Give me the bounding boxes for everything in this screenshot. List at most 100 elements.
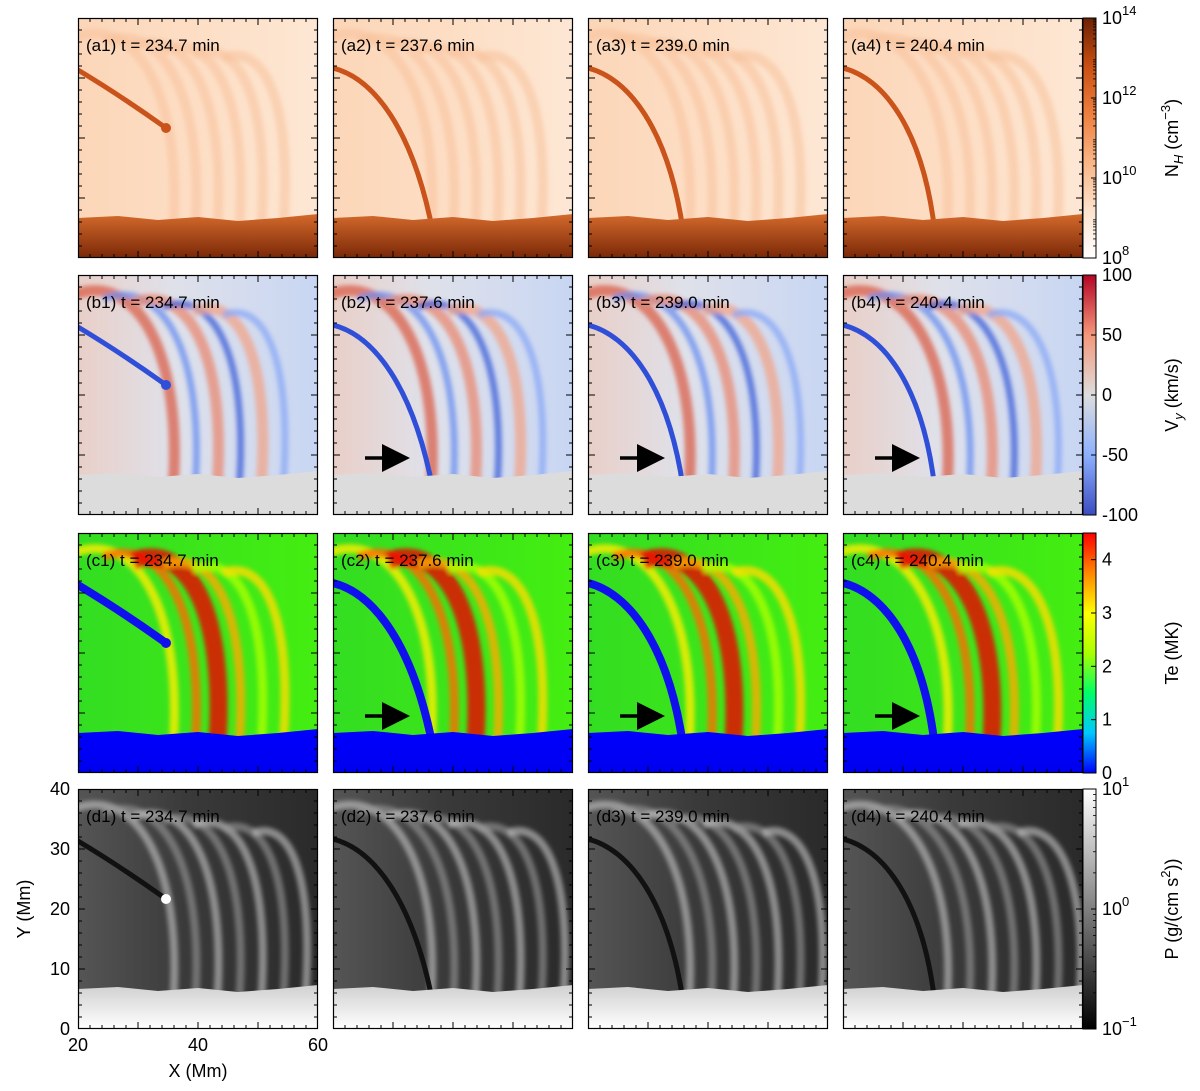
blob-head: [161, 123, 171, 133]
chromosphere-layer: [333, 471, 573, 515]
panel-d3: (d3) t = 239.0 min: [587, 788, 829, 1030]
y-tick-label: 20: [50, 899, 70, 919]
loop-strands: [588, 28, 806, 234]
chromosphere-layer: [333, 985, 573, 1029]
colorbar-d: 101 100 10−1 P (g/(cm s2)): [1082, 774, 1182, 1039]
colorbar-title: P (g/(cm s2)): [1158, 859, 1182, 960]
colorbar-tick-label: 1012: [1102, 83, 1137, 108]
colorbar-tick-label: 2: [1102, 656, 1112, 676]
panel-label: (c4) t = 240.4 min: [851, 551, 984, 570]
x-tick-label: 60: [308, 1035, 328, 1055]
loop-strands: [588, 285, 805, 491]
loop-strands: [843, 800, 1083, 1005]
chromosphere-layer: [843, 985, 1083, 1029]
loop-strands: [843, 28, 1064, 234]
colorbar-tick-label: 0: [1102, 763, 1112, 783]
condensation-strand: [843, 322, 938, 493]
chromosphere-layer: [333, 214, 573, 258]
panel-d1: (d1) t = 234.7 min: [77, 788, 319, 1030]
chromosphere-layer: [333, 729, 573, 773]
condensation-strand: [333, 322, 436, 493]
y-tick-label: 40: [50, 779, 70, 799]
chromosphere-layer: [78, 471, 318, 515]
colorbar-tick-label: 10−1: [1102, 1014, 1137, 1039]
colorbar-tick-label: 1: [1102, 710, 1112, 730]
chromosphere-layer: [843, 729, 1083, 773]
colorbar-title: NH (cm−3): [1158, 99, 1186, 177]
colorbar-gradient: [1082, 17, 1097, 259]
loop-strands: [78, 28, 290, 234]
chromosphere-layer: [588, 729, 828, 773]
colorbar-a: 108 1010 1012 1014 NH (cm−3): [1082, 3, 1186, 268]
panel-d4: (d4) t = 240.4 min: [842, 788, 1084, 1030]
y-tick-label: 30: [50, 839, 70, 859]
colorbar-tick-label: -50: [1102, 445, 1128, 465]
colorbar-tick-label: 108: [1102, 243, 1129, 268]
panel-b4: (b4) t = 240.4 min: [842, 274, 1084, 516]
colorbar-tick-label: 4: [1102, 550, 1112, 570]
panel-label: (b1) t = 234.7 min: [86, 293, 220, 312]
panel-a3: (a3) t = 239.0 min: [587, 17, 829, 259]
colorbar-tick-label: 101: [1102, 774, 1129, 799]
loop-strands: [78, 544, 290, 749]
colorbar-b: 100 50 0 -50 -100 Vy (km/s): [1082, 265, 1186, 525]
panel-c1: (c1) t = 234.7 min: [77, 532, 319, 774]
panel-a1: (a1) t = 234.7 min: [77, 17, 319, 259]
panel-c2: (c2) t = 237.6 min: [332, 532, 574, 774]
loop-strands: [333, 28, 548, 234]
chromosphere-layer: [843, 471, 1083, 515]
loop-strands: [843, 285, 1063, 491]
condensation-strand: [333, 65, 436, 236]
x-axis-title: X (Mm): [169, 1061, 228, 1081]
panel-b3: (b3) t = 239.0 min: [587, 274, 829, 516]
panel-label: (d1) t = 234.7 min: [86, 807, 220, 826]
loop-strands: [333, 800, 569, 1005]
x-tick-label: 40: [188, 1035, 208, 1055]
condensation-strand: [843, 65, 938, 236]
colorbar-tick-label: 0: [1102, 385, 1112, 405]
panel-d2: (d2) t = 237.6 min: [332, 788, 574, 1030]
panel-label: (c3) t = 239.0 min: [596, 551, 729, 570]
colorbar-title: Vy (km/s): [1162, 358, 1186, 432]
colorbar-gradient: [1082, 532, 1097, 774]
condensation-strand: [843, 579, 939, 752]
panel-label: (a3) t = 239.0 min: [596, 36, 730, 55]
panel-b1: (b1) t = 234.7 min: [77, 274, 319, 516]
panel-label: (d2) t = 237.6 min: [341, 807, 475, 826]
colorbar-c: 0 1 2 3 4 Te (MK): [1082, 532, 1182, 783]
colorbar-tick-label: 1014: [1102, 3, 1137, 28]
condensation-strand: [333, 836, 436, 1007]
panel-b2: (b2) t = 237.6 min: [332, 274, 574, 516]
colorbar-tick-label: -100: [1102, 505, 1138, 525]
chromosphere-layer: [588, 985, 828, 1029]
blob-head: [161, 380, 171, 390]
y-tick-label: 10: [50, 959, 70, 979]
chromosphere-layer: [588, 214, 828, 258]
blob-head: [161, 638, 171, 648]
condensation-strand: [588, 65, 686, 233]
loop-strands: [78, 800, 312, 1005]
chromosphere-layer: [78, 729, 318, 773]
condensation-strand: [588, 322, 686, 490]
chromosphere-layer: [588, 471, 828, 515]
chromosphere-layer: [78, 214, 318, 258]
colorbar-tick-label: 100: [1102, 265, 1132, 285]
panel-c4: (c4) t = 240.4 min: [842, 532, 1084, 774]
panel-label: (c2) t = 237.6 min: [341, 551, 474, 570]
panel-a4: (a4) t = 240.4 min: [842, 17, 1084, 259]
panel-a2: (a2) t = 237.6 min: [332, 17, 574, 259]
colorbar-tick-label: 1010: [1102, 163, 1137, 188]
chromosphere-layer: [843, 214, 1083, 258]
loop-strands: [843, 544, 1064, 749]
axes-labels: 20 40 60 0 10 20 30 40 X (Mm) Y (Mm): [14, 779, 328, 1081]
chromosphere-layer: [78, 985, 318, 1029]
panel-label: (b2) t = 237.6 min: [341, 293, 475, 312]
panel-label: (d3) t = 239.0 min: [596, 807, 730, 826]
x-tick-label: 20: [68, 1035, 88, 1055]
y-axis-title: Y (Mm): [14, 880, 34, 939]
loop-strands: [333, 285, 547, 491]
loop-strands: [333, 544, 548, 749]
y-tick-label: 0: [60, 1019, 70, 1039]
panel-c3: (c3) t = 239.0 min: [587, 532, 829, 774]
